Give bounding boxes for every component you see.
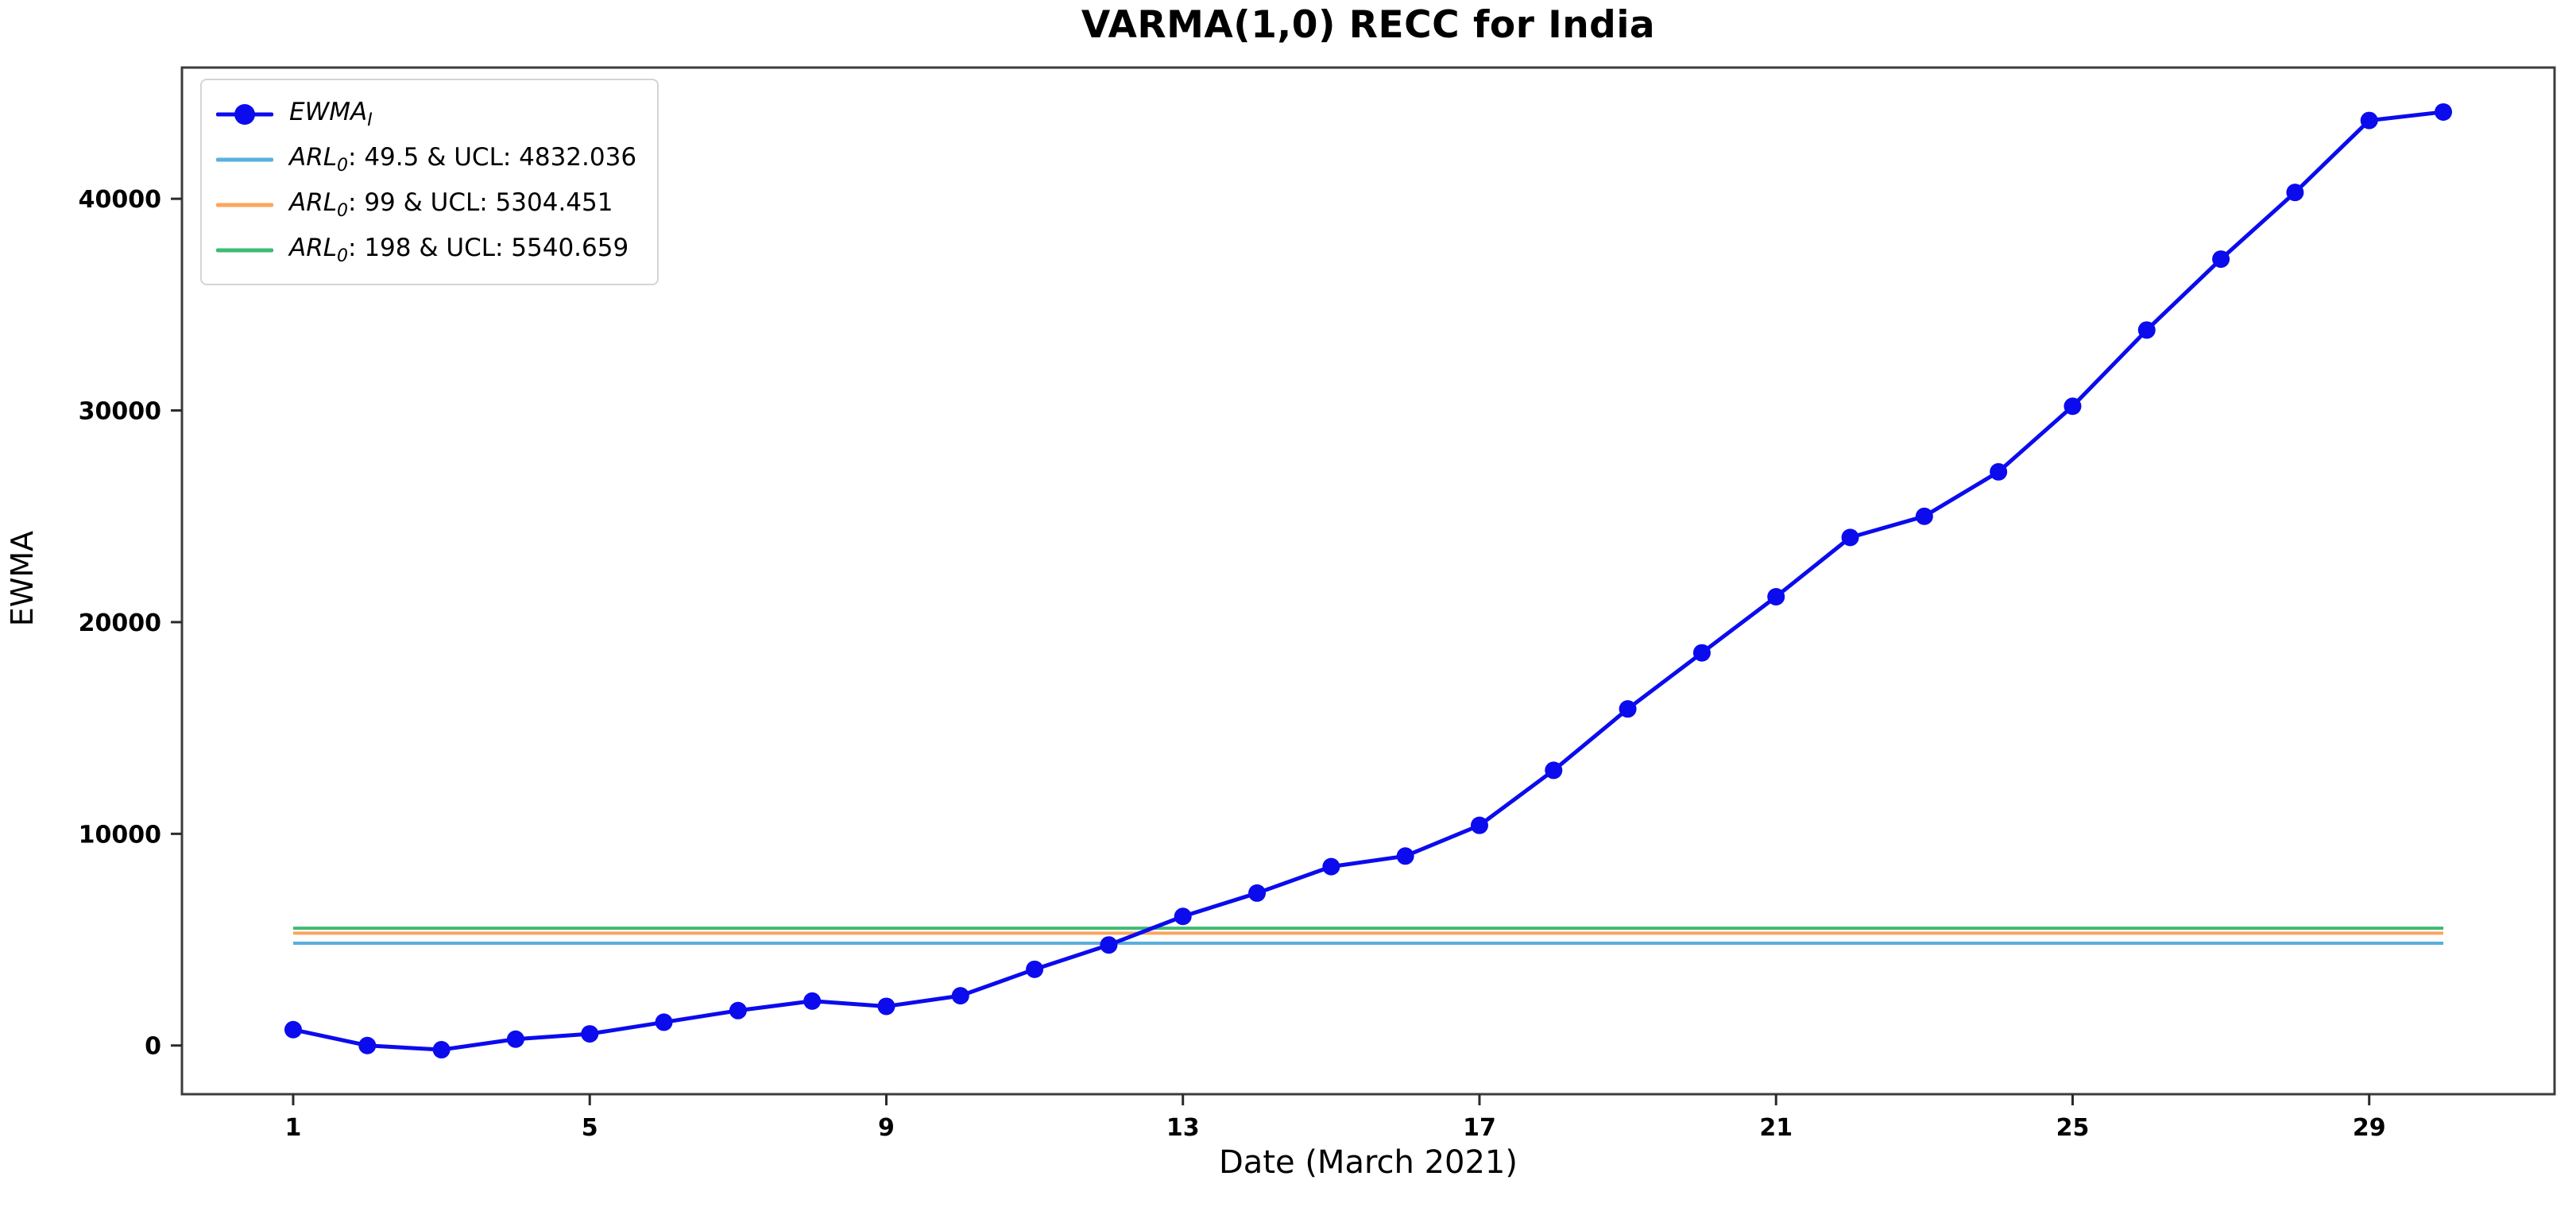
chart-title: VARMA(1,0) RECC for India <box>1081 3 1656 47</box>
ewma-point <box>1470 816 1488 834</box>
legend: EWMAI ARL0: 49.5 & UCL: 4832.036 ARL0: 99 … <box>200 79 659 285</box>
ewma-point <box>1100 936 1118 954</box>
y-tick-label: 0 <box>145 1033 161 1061</box>
plot-area: 1 5 9 13 17 21 25 29 0 10000 20000 30000 40000 <box>79 66 2556 1142</box>
ewma-point <box>655 1013 673 1031</box>
legend-item-1: ARL0: 49.5 & UCL: 4832.036 <box>216 137 636 182</box>
ewma-point <box>1619 700 1637 718</box>
ewma-point <box>1990 462 2008 481</box>
ewma-point <box>506 1030 524 1048</box>
ewma-point <box>1396 847 1414 865</box>
ewma-point <box>2435 103 2453 121</box>
ewma-point <box>729 1001 747 1019</box>
legend-label: EWMAI <box>289 97 373 131</box>
ewma-point <box>1915 507 1933 525</box>
legend-line-swatch <box>216 137 273 182</box>
legend-item-2: ARL0: 99 & UCL: 5304.451 <box>216 182 636 227</box>
ewma-point <box>2137 321 2156 339</box>
legend-item-0: EWMAI <box>216 91 636 137</box>
ewma-point <box>1174 907 1192 926</box>
ewma-point <box>358 1036 377 1054</box>
ewma-point <box>1026 960 1044 978</box>
legend-line-swatch <box>216 182 273 227</box>
ewma-point <box>432 1041 451 1059</box>
y-tick-label: 30000 <box>79 398 161 426</box>
x-tick-label: 9 <box>878 1114 895 1142</box>
x-tick-label: 13 <box>1166 1114 1200 1142</box>
y-tick-label: 10000 <box>79 821 161 849</box>
ewma-point <box>581 1025 599 1043</box>
ewma-point <box>1767 587 1785 606</box>
ewma-point <box>2286 184 2304 202</box>
ewma-point <box>1692 644 1711 662</box>
legend-line-marker-swatch <box>216 91 273 137</box>
ewma-point <box>803 992 822 1010</box>
y-axis-label: EWMA <box>5 530 40 627</box>
legend-label: ARL0: 99 & UCL: 5304.451 <box>289 188 613 222</box>
ewma-point <box>284 1020 302 1039</box>
x-axis-label: Date (March 2021) <box>1219 1144 1518 1181</box>
x-tick-label: 17 <box>1463 1114 1496 1142</box>
x-tick-label: 1 <box>285 1114 302 1142</box>
ewma-point <box>1545 761 1563 780</box>
ewma-line <box>292 110 2444 1052</box>
chart-canvas: 1 5 9 13 17 21 25 29 0 10000 20000 30000 40000 <box>79 66 2556 1142</box>
ewma-point <box>1248 884 1267 902</box>
legend-label: ARL0: 198 & UCL: 5540.659 <box>289 233 629 267</box>
ewma-point <box>877 997 895 1016</box>
ewma-point <box>2360 111 2378 130</box>
x-tick-label: 25 <box>2056 1114 2090 1142</box>
axes-spines <box>180 66 2556 1096</box>
y-tick-label: 40000 <box>79 186 161 214</box>
legend-item-3: ARL0: 198 & UCL: 5540.659 <box>216 227 636 273</box>
ewma-point <box>2212 250 2230 269</box>
ewma-point <box>951 987 969 1005</box>
x-tick-label: 29 <box>2353 1114 2386 1142</box>
legend-label: ARL0: 49.5 & UCL: 4832.036 <box>289 142 637 176</box>
x-tick-label: 5 <box>582 1114 598 1142</box>
x-tick-label: 21 <box>1759 1114 1793 1142</box>
ewma-point <box>2064 397 2082 416</box>
y-tick-label: 20000 <box>79 609 161 637</box>
ewma-point <box>1322 857 1340 876</box>
legend-line-swatch <box>216 227 273 273</box>
ewma-point <box>1841 528 1859 547</box>
